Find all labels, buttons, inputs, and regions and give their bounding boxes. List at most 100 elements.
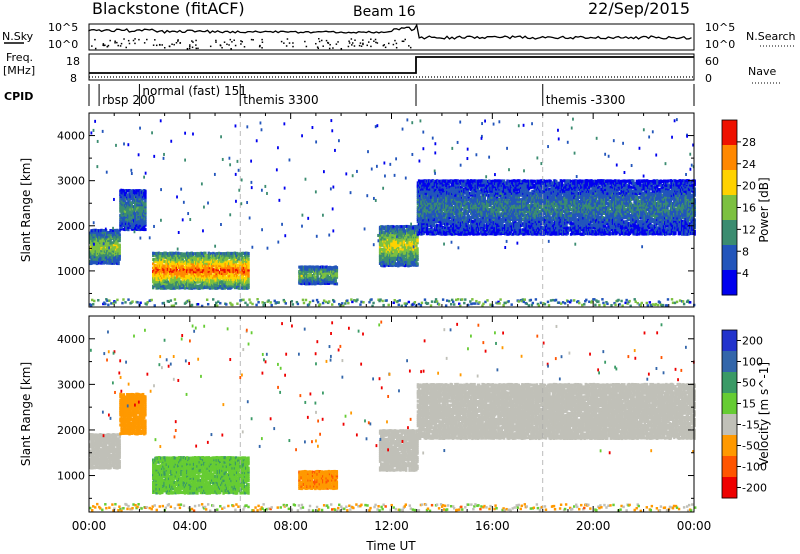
nsearch-dot [195,39,197,42]
nsky-label: N.Sky [2,30,34,43]
velocity-axes: 1000 2000 3000 4000 [57,316,695,512]
nsearch-dot [125,46,127,49]
power-panel: 1000 2000 3000 4000 Slant Range [km] 4 8 12 16… [19,112,771,308]
nsearch-dot [171,43,173,45]
nsearch-dot [128,42,131,45]
velocity-echo-region [298,469,339,491]
nsearch-dot [168,45,171,48]
nsky-panel: N.Sky 10^5 10^0 10^5 10^0 N.Search [2,21,796,51]
freq-label: Freq. [6,51,33,64]
x-tick-label: 00:00 [72,519,107,533]
nsearch-dot [192,41,194,43]
power-echo-region [416,179,696,236]
nsearch-dot [233,39,235,42]
nsearch-dot [195,47,197,50]
y-tick-label: 3000 [57,175,85,188]
colorbar-swatch [722,414,737,436]
nsearch-dots [91,38,412,50]
nsearch-dot [285,45,288,47]
nsearch-dot [317,47,320,50]
nsearch-dot [109,39,111,42]
cpid-entry: normal (fast) 151 [142,84,246,98]
nsearch-dot [367,41,370,43]
nsearch-dot [173,43,175,46]
nsearch-dot [332,47,334,49]
x-tick-label: 12:00 [374,519,409,533]
velocity-panel: 1000 2000 3000 4000 Slant Range [km] 200 100… [19,315,771,513]
nsearch-dot [103,44,105,47]
nsearch-dot [374,38,377,41]
nsearch-dot [219,44,222,47]
nsearch-dot [114,40,116,43]
y-tick-label: 4000 [57,333,85,346]
nsearch-dot [327,41,329,44]
nsearch-dot [329,43,331,46]
nsearch-dot [261,47,263,49]
nsearch-dot [347,45,350,48]
colorbar-tick-label: -100 [742,461,767,474]
y-tick-label: 2000 [57,220,85,233]
nsearch-dot [322,45,324,47]
nsearch-dot [230,47,232,50]
nsearch-dot [261,41,264,44]
power-near-range-echoes [89,298,696,308]
nsearch-dot [94,38,96,41]
cpid-entry: themis 3300 [243,93,318,107]
nsearch-dot [351,44,353,46]
nsearch-dot [241,40,243,43]
colorbar-tick-label: 100 [742,356,763,369]
nsearch-dot [175,42,178,44]
power-echo-region [152,251,250,290]
nsearch-dot [143,42,146,44]
nsearch-dot [163,46,166,49]
nsearch-tick-top: 10^5 [705,21,735,34]
nsearch-dot [132,39,135,42]
nsearch-dot [402,40,405,43]
colorbar-tick-label: 16 [742,202,756,215]
nsearch-dot [409,46,412,49]
nsearch-dot [94,47,97,50]
nsearch-dot [102,44,104,46]
nsky-tick-top: 10^5 [48,21,78,34]
nsearch-dot [395,42,398,45]
colorbar-tick-label: 28 [742,136,756,149]
nsearch-dot [240,40,242,42]
time-axis-label: Time UT [365,539,416,553]
nsearch-dot [382,44,385,47]
y-tick-label: 3000 [57,378,85,391]
colorbar-tick-label: -50 [742,440,760,453]
nsearch-dot [231,41,233,43]
nsearch-dot [362,42,364,45]
nsearch-dot [189,44,191,46]
nsearch-dot [179,42,182,44]
nsearch-dot [221,46,223,49]
nsearch-dot [404,38,406,41]
power-echo-region [89,228,121,266]
power-echo-region [378,224,419,268]
colorbar-swatch [722,330,737,352]
nsearch-dot [209,45,212,48]
nsearch-dot [366,44,368,47]
nsearch-dot [134,38,136,40]
freq-panel: Freq. [MHz] 18 8 60 0 Nave [3,51,782,85]
power-echo-region [298,265,339,286]
power-ylabel: Slant Range [km] [19,158,33,262]
nave-label: Nave [748,65,776,78]
velocity-near-range-echoes [89,502,697,513]
nsearch-dot [152,44,155,46]
power-colorbar: 4 8 12 16 20 24 28 [721,119,756,296]
freq-tick-bottom: 8 [70,72,77,85]
nsearch-dot [107,44,110,47]
colorbar-swatch [722,393,737,415]
colorbar-swatch [722,145,737,171]
nsearch-dot [146,38,148,41]
colorbar-swatch [722,195,737,221]
nsearch-dot [375,41,377,44]
velocity-colorbar: 200 100 50 15 -15 -50 -100 -200 [721,329,767,499]
nsearch-dot [315,42,317,45]
nsearch-tick-bottom: 10^0 [705,38,735,51]
nsearch-dot [408,45,410,47]
nsearch-dot [134,42,136,45]
power-echo-region [119,188,147,232]
